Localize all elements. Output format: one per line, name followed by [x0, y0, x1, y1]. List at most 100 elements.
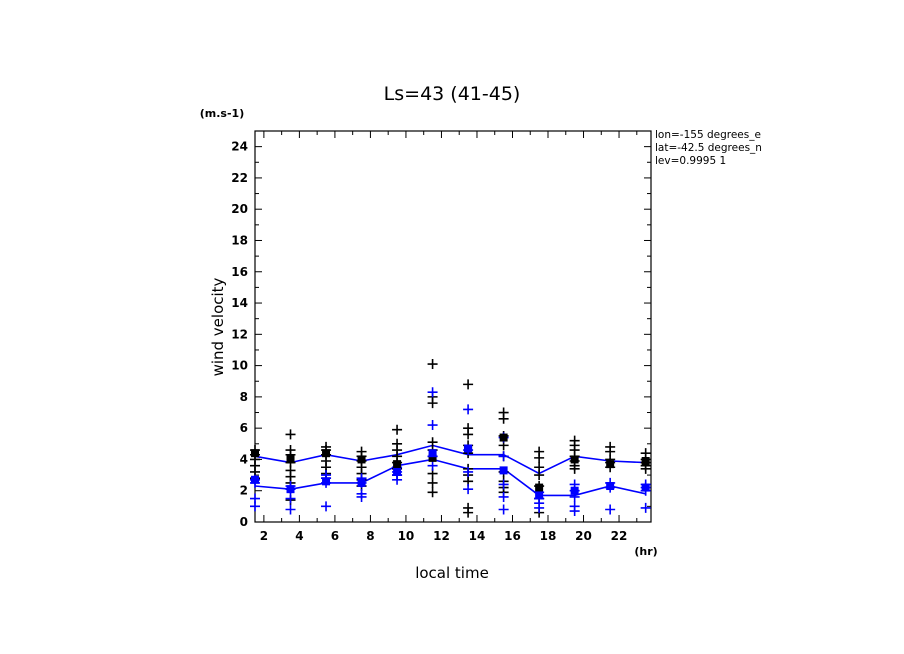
data-point — [640, 463, 651, 474]
x-tick-label: 4 — [295, 529, 303, 543]
y-tick-label: 4 — [240, 452, 248, 466]
mean-marker — [428, 453, 437, 462]
data-point — [285, 493, 296, 504]
y-tick-label: 8 — [240, 390, 248, 404]
x-axis-unit: (hr) — [634, 545, 657, 558]
y-tick-label: 0 — [240, 515, 248, 529]
data-point — [392, 424, 403, 435]
mean-marker — [464, 444, 473, 453]
data-point — [356, 491, 367, 502]
x-tick-label: 2 — [260, 529, 268, 543]
mean-marker — [393, 467, 402, 476]
data-point — [498, 413, 509, 424]
data-point — [498, 491, 509, 502]
data-point — [498, 479, 509, 490]
mean-marker — [499, 433, 508, 442]
data-point — [569, 463, 580, 474]
chart-title: Ls=43 (41-45) — [384, 83, 521, 105]
y-axis-label: wind velocity — [209, 277, 227, 376]
plot-border — [254, 130, 652, 523]
data-point — [640, 502, 651, 513]
x-tick-label: 12 — [433, 529, 450, 543]
y-axis-unit: (m.s-1) — [200, 107, 244, 120]
series-line-blue — [254, 458, 646, 497]
y-tick-label: 20 — [231, 202, 248, 216]
x-tick-label: 22 — [611, 529, 628, 543]
data-point — [321, 501, 332, 512]
plot-frame — [254, 130, 652, 523]
series-line — [254, 458, 646, 497]
annotation-text: lon=-155 degrees_e — [655, 129, 761, 141]
mean-marker — [286, 455, 295, 464]
data-point — [498, 451, 509, 462]
y-tick-label: 2 — [240, 484, 248, 498]
series-square-blue — [251, 444, 650, 500]
data-point — [534, 452, 545, 463]
data-point — [250, 501, 260, 512]
mean-marker — [357, 478, 366, 487]
y-tick-label: 6 — [240, 421, 248, 435]
series-line-blue — [254, 444, 646, 475]
data-point — [534, 470, 545, 481]
mean-marker — [251, 475, 259, 484]
y-tick-label: 14 — [231, 296, 248, 310]
data-point — [427, 487, 438, 498]
data-point — [463, 429, 474, 440]
data-point — [605, 504, 616, 515]
mean-marker — [535, 491, 544, 500]
y-tick-label: 10 — [231, 359, 248, 373]
series-plus-black — [250, 359, 651, 518]
x-tick-label: 18 — [540, 529, 557, 543]
data-point — [427, 398, 438, 409]
y-tick-label: 22 — [231, 171, 248, 185]
data-point — [285, 504, 296, 515]
series-layer — [250, 359, 651, 518]
data-point — [463, 507, 474, 518]
x-tick-label: 8 — [366, 529, 374, 543]
data-point — [427, 359, 438, 370]
data-point — [463, 404, 474, 415]
data-point — [427, 460, 438, 471]
mean-marker — [357, 455, 366, 464]
data-point — [463, 379, 474, 390]
data-point — [427, 477, 438, 488]
x-tick-label: 20 — [575, 529, 592, 543]
data-point — [427, 420, 438, 431]
data-point — [463, 484, 474, 495]
series-square-black — [251, 433, 650, 492]
mean-marker — [641, 457, 650, 466]
y-tick-label: 24 — [231, 140, 248, 154]
data-point — [427, 387, 438, 398]
annotation-text: lat=-42.5 degrees_n — [655, 142, 762, 154]
x-tick-label: 10 — [398, 529, 415, 543]
x-tick-label: 16 — [504, 529, 521, 543]
mean-marker — [535, 483, 544, 492]
series-line — [254, 444, 646, 475]
mean-marker — [393, 460, 402, 469]
data-point — [392, 474, 403, 485]
data-point — [569, 506, 580, 517]
x-tick-label: 14 — [469, 529, 486, 543]
data-point — [498, 504, 509, 515]
mean-marker — [570, 486, 579, 495]
mean-marker — [570, 455, 579, 464]
mean-marker — [606, 460, 615, 469]
x-tick-label: 6 — [331, 529, 339, 543]
data-point — [534, 502, 545, 513]
series-plus-blue — [250, 387, 651, 517]
mean-marker — [322, 477, 331, 486]
data-point — [285, 429, 296, 440]
mean-marker — [428, 449, 437, 458]
mean-marker — [286, 485, 295, 494]
x-axis-label: local time — [415, 564, 489, 582]
mean-marker — [251, 449, 259, 458]
y-tick-label: 18 — [231, 233, 248, 247]
data-point — [463, 466, 474, 477]
mean-marker — [322, 449, 331, 458]
mean-marker — [641, 483, 650, 492]
y-tick-label: 12 — [231, 327, 248, 341]
mean-marker — [606, 482, 615, 491]
